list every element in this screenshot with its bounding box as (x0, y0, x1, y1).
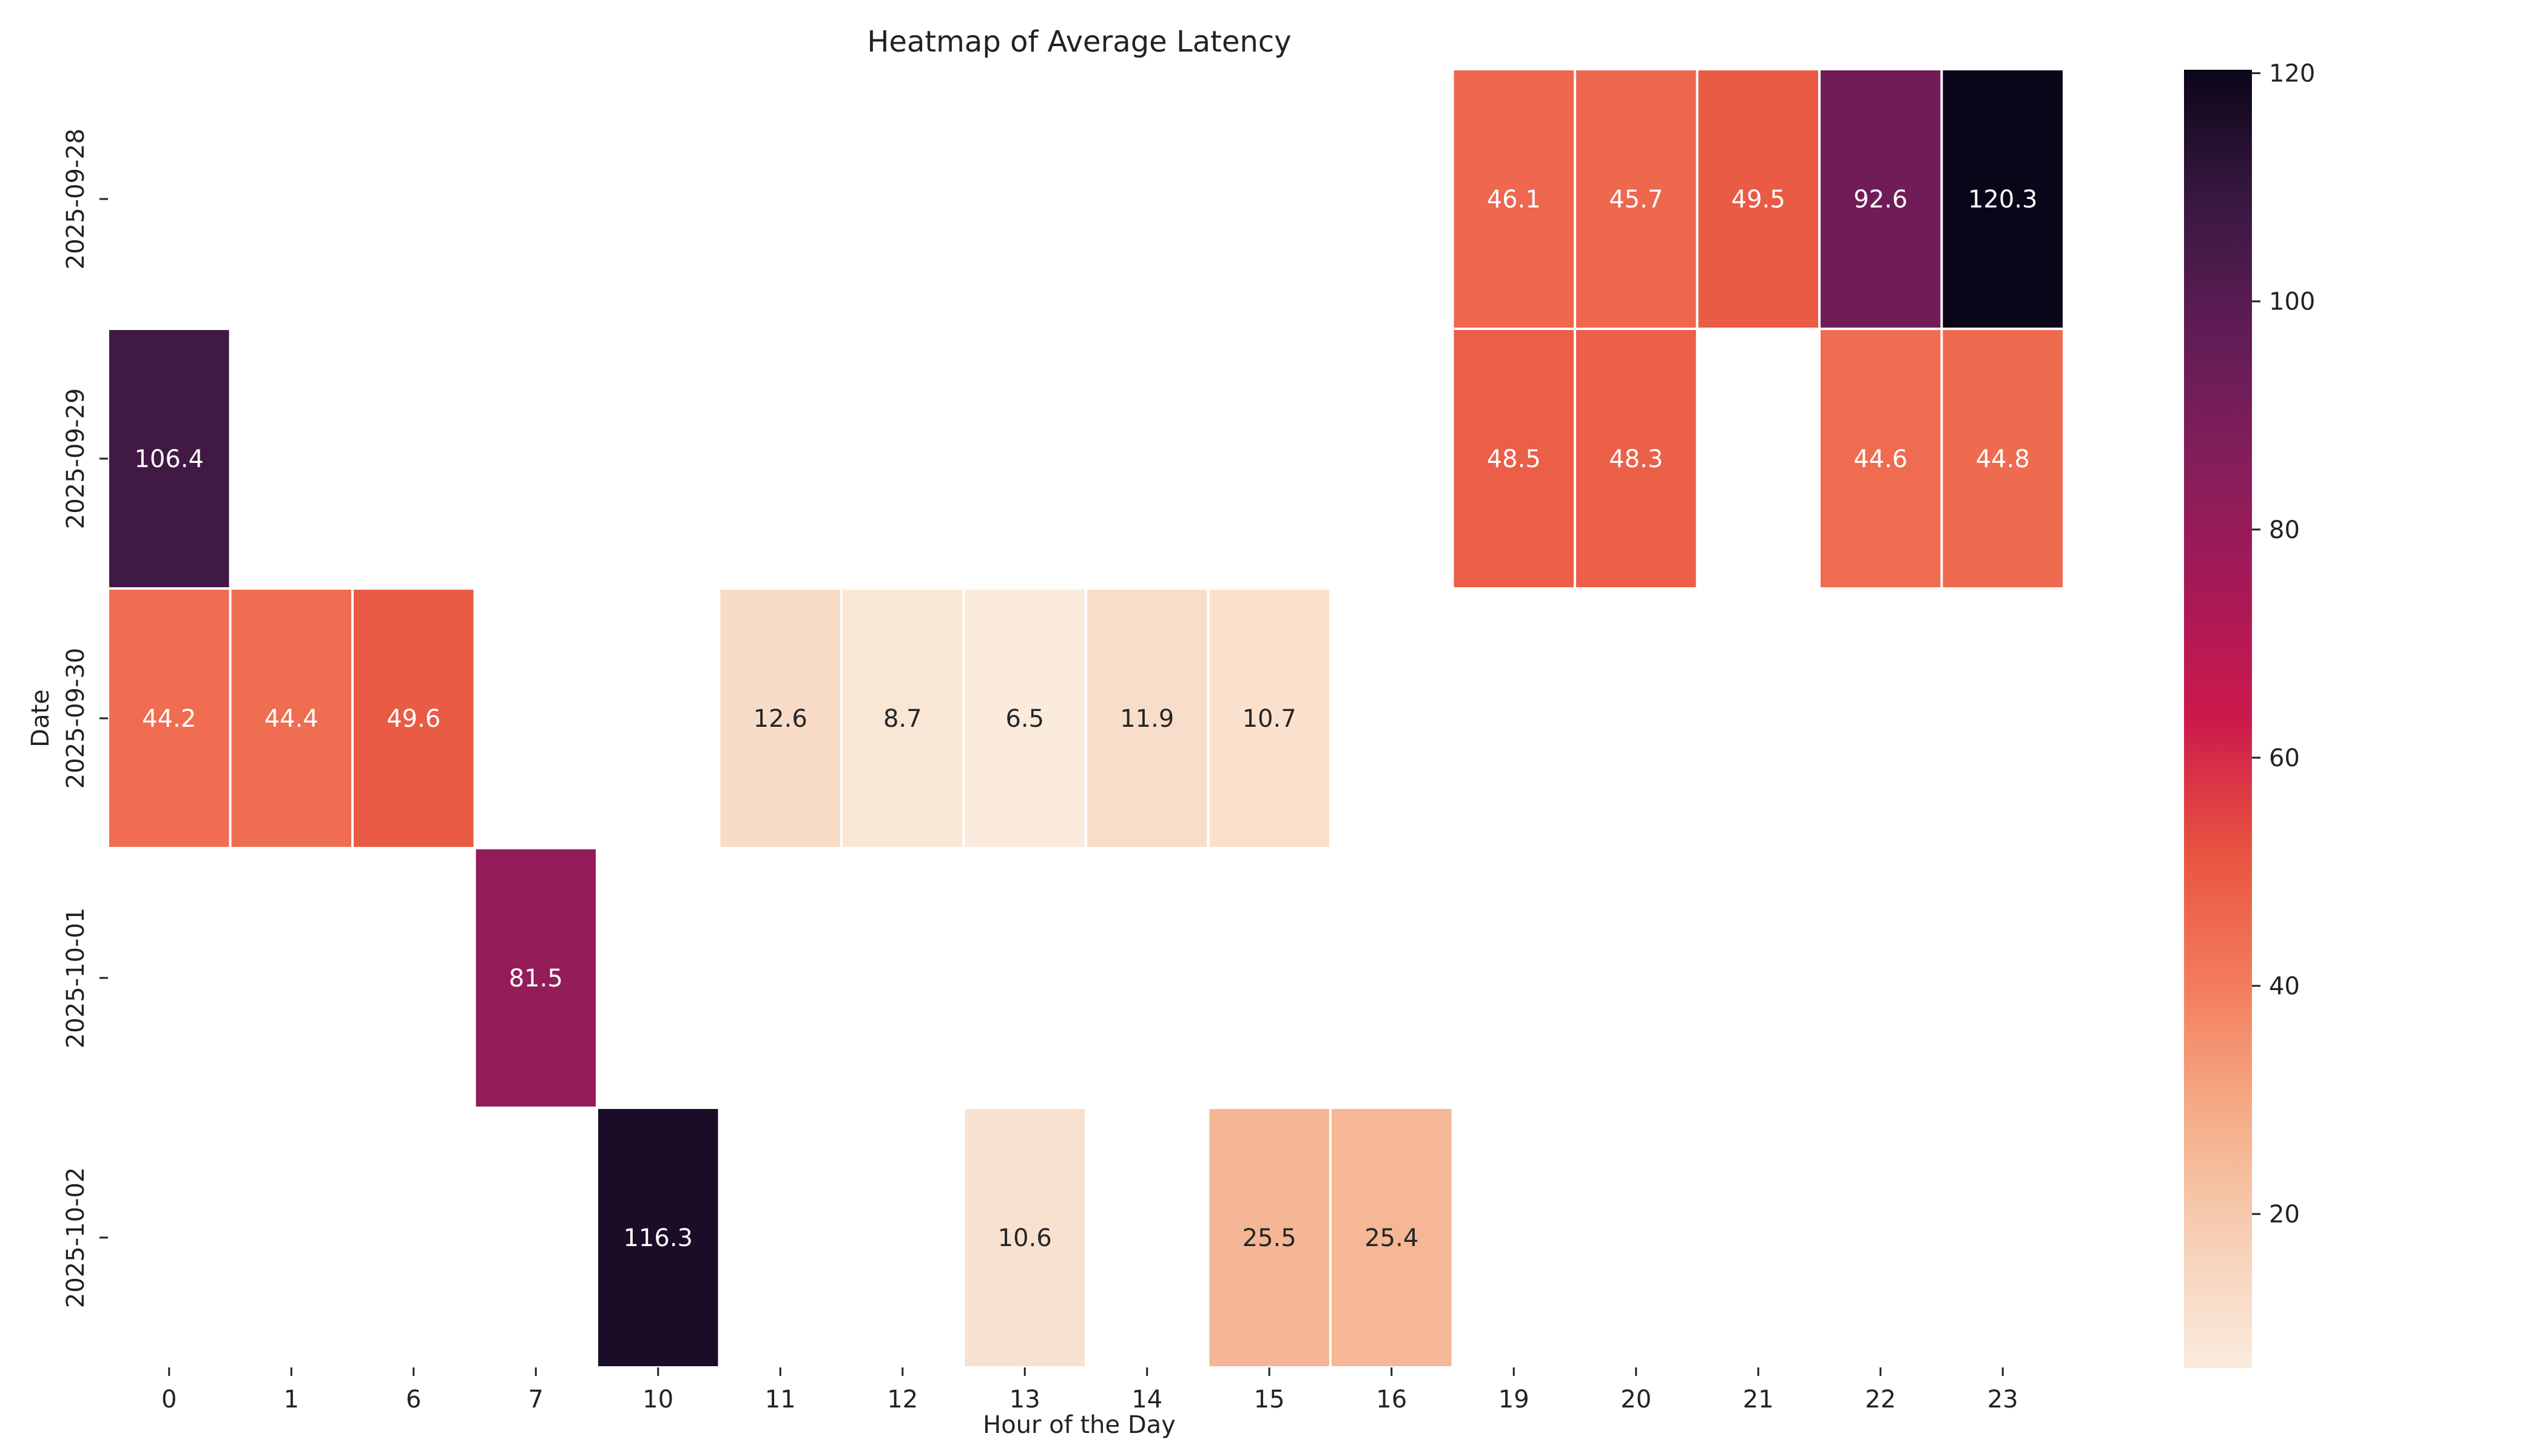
x-tick-label: 12 (887, 1386, 918, 1414)
colorbar-tick-label: 100 (2269, 288, 2315, 316)
heatmap-cell (1696, 68, 1821, 330)
heatmap-cell (1574, 68, 1699, 330)
heatmap-cell (107, 328, 232, 590)
x-tick-label: 19 (1498, 1386, 1529, 1414)
cell-value-label: 44.2 (142, 705, 196, 733)
cell-value-label: 92.6 (1853, 186, 1907, 214)
cell-value-label: 6.5 (1005, 705, 1044, 733)
x-tick-label: 14 (1131, 1386, 1162, 1414)
y-tick-label: 2025-10-01 (62, 908, 90, 1048)
heatmap-cell (1818, 68, 1943, 330)
cell-value-label: 81.5 (509, 965, 563, 993)
cell-value-label: 11.9 (1120, 705, 1174, 733)
x-tick-label: 20 (1620, 1386, 1651, 1414)
cell-value-label: 44.4 (265, 705, 318, 733)
y-tick-label: 2025-10-02 (62, 1167, 90, 1308)
cell-value-label: 46.1 (1487, 186, 1541, 214)
colorbar-tick-label: 120 (2269, 60, 2315, 88)
cell-value-label: 49.6 (386, 705, 440, 733)
heatmap-cell (473, 847, 598, 1109)
cell-value-label: 49.5 (1731, 186, 1785, 214)
chart-title: Heatmap of Average Latency (867, 25, 1291, 59)
cell-value-label: 25.4 (1364, 1224, 1418, 1252)
y-axis-label: Date (27, 689, 55, 747)
heatmap-cell (1085, 587, 1210, 849)
x-tick-label: 1 (284, 1386, 299, 1414)
cell-value-label: 116.3 (623, 1224, 693, 1252)
heatmap-cell (962, 1107, 1087, 1369)
colorbar-tick-label: 20 (2269, 1201, 2300, 1228)
cell-value-label: 48.3 (1609, 445, 1663, 473)
cell-value-label: 120.3 (1968, 186, 2038, 214)
heatmap-cell (1574, 328, 1699, 590)
y-tick-label: 2025-09-30 (62, 648, 90, 789)
x-tick-label: 23 (1987, 1386, 2018, 1414)
x-axis: 0 1 6 7 10 11 12 13 14 15 16 19 20 21 22 23 (161, 1367, 2018, 1414)
colorbar-tick-label: 40 (2269, 972, 2300, 1000)
cell-value-label: 106.4 (134, 445, 204, 473)
x-tick-label: 10 (642, 1386, 673, 1414)
x-tick-label: 13 (1009, 1386, 1040, 1414)
cell-value-label: 8.7 (883, 705, 922, 733)
x-tick-label: 22 (1865, 1386, 1896, 1414)
heatmap-cell (718, 587, 843, 849)
colorbar (2184, 70, 2252, 1368)
cell-value-labels: 46.1 45.7 49.5 92.6 120.3 106.4 48.5 48.3 44.6 44… (134, 186, 2037, 1252)
x-tick-label: 16 (1376, 1386, 1407, 1414)
x-axis-label: Hour of the Day (983, 1411, 1176, 1439)
heatmap-cell (1207, 587, 1332, 849)
x-tick-label: 0 (161, 1386, 177, 1414)
colorbar-tick-label: 80 (2269, 516, 2300, 544)
x-tick-label: 21 (1743, 1386, 1774, 1414)
heatmap-cell (1451, 328, 1576, 590)
cell-value-label: 44.8 (1976, 445, 2030, 473)
cell-value-label: 48.5 (1487, 445, 1541, 473)
y-axis: 2025-09-28 2025-09-29 2025-09-30 2025-10-01… (62, 129, 108, 1308)
heatmap-cell (1329, 1107, 1454, 1369)
heatmap-cell (1451, 68, 1576, 330)
colorbar-ticks: 20 40 60 80 100 120 (2252, 60, 2315, 1228)
heatmap-cell (1940, 328, 2065, 590)
heatmap-cell (1818, 328, 1943, 590)
y-tick-label: 2025-09-29 (62, 388, 90, 529)
x-tick-label: 11 (765, 1386, 796, 1414)
y-tick-label: 2025-09-28 (62, 129, 90, 269)
cell-value-label: 25.5 (1242, 1224, 1296, 1252)
cell-value-label: 10.6 (998, 1224, 1052, 1252)
colorbar-tick-label: 60 (2269, 744, 2300, 772)
cell-value-label: 12.6 (753, 705, 807, 733)
cell-value-label: 44.6 (1853, 445, 1907, 473)
x-tick-label: 7 (528, 1386, 544, 1414)
x-tick-label: 6 (406, 1386, 421, 1414)
heatmap-cell (1207, 1107, 1332, 1369)
heatmap-cells (107, 68, 2065, 1369)
cell-value-label: 45.7 (1609, 186, 1663, 214)
cell-value-label: 10.7 (1242, 705, 1296, 733)
heatmap-cell (351, 587, 476, 849)
heatmap-cell (962, 587, 1087, 849)
heatmap-cell (229, 587, 354, 849)
heatmap-cell (596, 1107, 721, 1369)
x-tick-label: 15 (1254, 1386, 1285, 1414)
